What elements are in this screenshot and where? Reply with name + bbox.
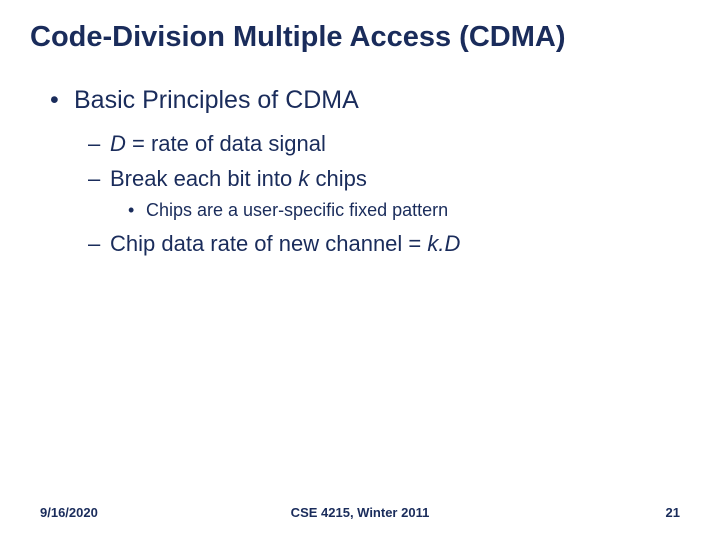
slide-title: Code-Division Multiple Access (CDMA): [30, 20, 690, 55]
footer-date: 9/16/2020: [40, 505, 98, 520]
text: Chip data rate of new channel =: [110, 231, 427, 256]
text: Break each bit into: [110, 166, 298, 191]
bullet-level3: Chips are a user-specific fixed pattern: [50, 199, 690, 222]
bullet-level2: Chip data rate of new channel = k.D: [50, 230, 690, 259]
footer-course: CSE 4215, Winter 2011: [291, 505, 430, 520]
italic-text: k.D: [427, 231, 460, 256]
footer-page-number: 21: [666, 505, 680, 520]
italic-text: D: [110, 131, 126, 156]
text: chips: [309, 166, 366, 191]
bullet-level2: D = rate of data signal: [50, 130, 690, 159]
italic-text: k: [298, 166, 309, 191]
slide: Code-Division Multiple Access (CDMA) Bas…: [0, 0, 720, 540]
bullet-level2: Break each bit into k chips: [50, 165, 690, 194]
bullet-level1: Basic Principles of CDMA: [50, 85, 690, 116]
slide-footer: 9/16/2020 CSE 4215, Winter 2011 21: [0, 505, 720, 520]
slide-content: Basic Principles of CDMA D = rate of dat…: [30, 85, 690, 259]
text: = rate of data signal: [126, 131, 326, 156]
